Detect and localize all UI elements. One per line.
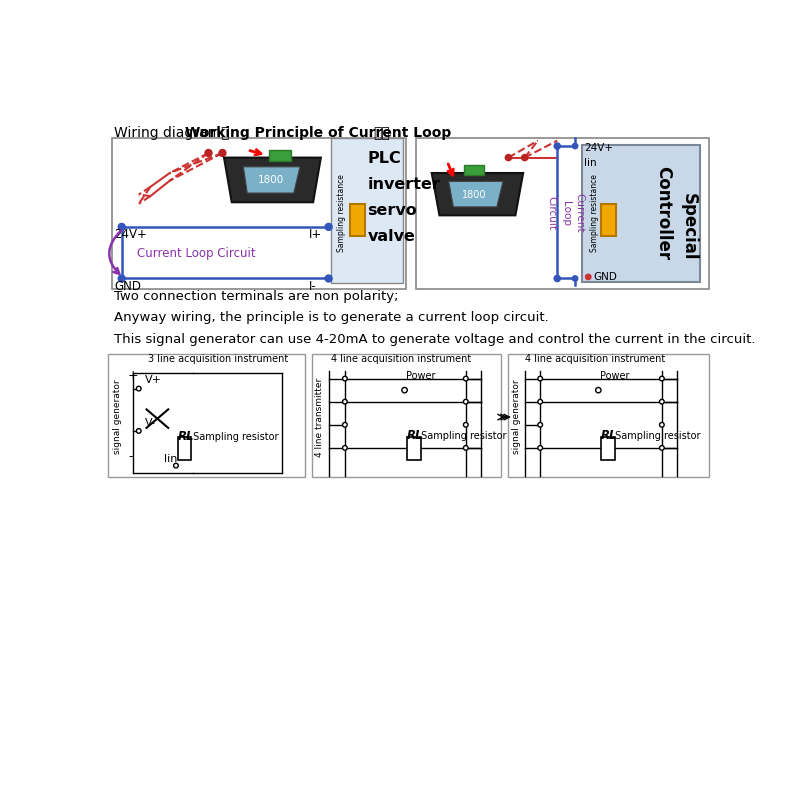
Circle shape [659,376,664,381]
FancyBboxPatch shape [601,437,614,460]
Text: 24V+: 24V+ [114,228,147,241]
FancyBboxPatch shape [407,437,421,460]
Circle shape [586,274,591,280]
Circle shape [219,150,226,157]
Text: 4 line transmitter: 4 line transmitter [315,378,324,457]
Text: RL: RL [178,430,194,443]
Circle shape [342,376,347,381]
Text: Working Principle of Current Loop: Working Principle of Current Loop [186,126,451,140]
Text: ）：: ）： [373,126,390,140]
Polygon shape [432,173,523,215]
Circle shape [174,463,178,468]
Circle shape [554,275,560,282]
Circle shape [572,143,578,149]
Text: signal generator: signal generator [113,380,122,454]
Text: GND: GND [114,280,141,293]
Circle shape [137,386,141,391]
Text: Sampling resistor: Sampling resistor [190,432,278,442]
Circle shape [342,446,347,450]
FancyBboxPatch shape [582,146,700,282]
Circle shape [572,276,578,281]
Text: 4 line acquisition instrument: 4 line acquisition instrument [526,354,666,364]
Circle shape [659,399,664,404]
Polygon shape [224,158,321,202]
Text: Power: Power [600,371,630,382]
Polygon shape [243,167,300,193]
Text: lin: lin [163,454,177,464]
Text: Anyway wiring, the principle is to generate a current loop circuit.: Anyway wiring, the principle is to gener… [114,311,549,324]
Circle shape [137,429,141,434]
Text: Two connection terminals are non polarity;: Two connection terminals are non polarit… [114,290,398,302]
FancyBboxPatch shape [601,204,616,236]
Text: Sampling resistor: Sampling resistor [418,430,506,441]
Circle shape [463,399,468,404]
FancyBboxPatch shape [311,354,502,477]
Text: 1800: 1800 [462,190,486,199]
Text: -: - [128,450,133,463]
Text: I-: I- [310,280,317,293]
Text: V-: V- [145,418,156,427]
FancyBboxPatch shape [350,204,365,236]
Text: Current
Loop
Circuit: Current Loop Circuit [546,194,585,233]
FancyBboxPatch shape [331,138,403,283]
Text: This signal generator can use 4-20mA to generate voltage and control the current: This signal generator can use 4-20mA to … [114,333,755,346]
Text: Wiring diagram（: Wiring diagram（ [114,126,230,140]
Text: Current Loop Circuit: Current Loop Circuit [138,246,256,259]
Text: Sampling resistor: Sampling resistor [611,430,700,441]
Circle shape [522,154,528,161]
Circle shape [538,422,542,427]
Circle shape [554,143,560,149]
Circle shape [538,399,542,404]
Text: Power: Power [406,371,436,382]
Circle shape [659,446,664,450]
Text: RL: RL [407,429,423,442]
Text: Sampling resistance: Sampling resistance [337,174,346,252]
Text: 4 line acquisition instrument: 4 line acquisition instrument [331,354,471,364]
Text: Special
Controller: Special Controller [654,166,698,260]
Circle shape [463,422,468,427]
FancyBboxPatch shape [269,150,290,161]
Circle shape [659,422,664,427]
FancyBboxPatch shape [416,138,709,289]
Circle shape [342,399,347,404]
Circle shape [118,275,125,282]
Circle shape [463,376,468,381]
Text: 1800: 1800 [258,175,284,185]
Circle shape [205,150,212,157]
Text: I+: I+ [310,228,322,241]
Circle shape [463,446,468,450]
Circle shape [596,387,601,393]
Text: PLC
inverter
servo
valve: PLC inverter servo valve [367,151,440,244]
Circle shape [538,376,542,381]
FancyBboxPatch shape [112,138,406,289]
Circle shape [325,275,332,282]
Text: GND: GND [593,272,617,282]
Text: lin: lin [584,158,597,168]
Circle shape [342,422,347,427]
Text: 24V+: 24V+ [584,143,614,154]
Circle shape [402,387,407,393]
Text: Sampling resistance: Sampling resistance [590,174,598,252]
Circle shape [118,223,125,230]
Text: 3 line acquisition instrument: 3 line acquisition instrument [148,354,288,364]
Text: RL: RL [601,429,617,442]
Polygon shape [449,182,503,207]
Circle shape [538,446,542,450]
FancyBboxPatch shape [108,354,306,477]
Circle shape [325,223,332,230]
Text: +: + [128,369,138,382]
Circle shape [506,154,511,161]
Text: V+: V+ [145,375,162,386]
FancyBboxPatch shape [178,437,191,460]
FancyBboxPatch shape [464,166,484,175]
Text: signal generator: signal generator [513,380,522,454]
FancyBboxPatch shape [508,354,709,477]
